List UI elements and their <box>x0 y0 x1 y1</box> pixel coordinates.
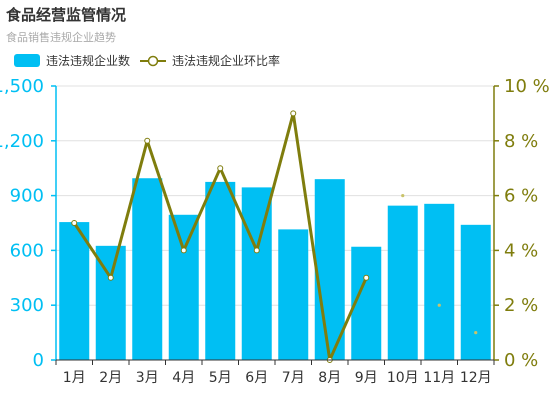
bar <box>278 229 309 360</box>
line-point <box>180 247 187 254</box>
legend-line-label: 违法违规企业环比率 <box>172 53 280 68</box>
bar-series <box>59 178 491 360</box>
bar <box>59 222 90 360</box>
line-point <box>71 220 78 226</box>
right-tick-label: 0 % <box>504 350 538 371</box>
bar <box>314 179 345 360</box>
x-tick-label: 10月 <box>387 370 419 386</box>
x-tick-label: 2月 <box>99 370 122 386</box>
line-point <box>401 194 405 198</box>
chart-subtitle: 食品销售违规企业趋势 <box>6 31 116 44</box>
legend: 违法违规企业数 违法违规企业环比率 <box>14 53 280 68</box>
x-tick-label: 5月 <box>209 370 232 386</box>
line-point <box>253 247 260 254</box>
chart-title: 食品经营监管情况 <box>6 6 127 24</box>
x-tick-label: 3月 <box>136 370 159 386</box>
x-tick-label: 7月 <box>282 370 305 386</box>
line-point <box>474 331 478 335</box>
line-series <box>71 110 478 363</box>
line-point <box>437 303 441 307</box>
right-tick-label: 8 % <box>504 131 538 152</box>
line-point <box>217 165 224 172</box>
line-point <box>144 137 151 144</box>
left-tick-label: 1,200 <box>0 131 44 152</box>
bar <box>168 214 199 360</box>
line-point <box>290 110 297 117</box>
bar <box>387 205 418 360</box>
right-tick-label: 2 % <box>504 295 538 316</box>
x-tick-label: 8月 <box>318 370 341 386</box>
x-tick-label: 9月 <box>355 370 378 386</box>
legend-bar-label: 违法违规企业数 <box>46 53 130 68</box>
bar <box>132 178 163 360</box>
left-tick-label: 900 <box>10 186 44 207</box>
x-tick-label: 1月 <box>63 370 86 386</box>
legend-line-marker <box>147 55 159 67</box>
right-tick-label: 4 % <box>504 240 538 261</box>
left-tick-label: 0 <box>33 350 44 371</box>
right-tick-label: 6 % <box>504 186 538 207</box>
bar <box>205 181 236 360</box>
line-point <box>363 274 370 281</box>
legend-bar-swatch <box>14 54 40 67</box>
right-tick-label: 10 % <box>504 76 550 97</box>
left-tick-label: 600 <box>10 240 44 261</box>
left-tick-label: 300 <box>10 295 44 316</box>
x-tick-label: 6月 <box>245 370 268 386</box>
line-point <box>107 274 114 281</box>
x-tick-label: 4月 <box>172 370 195 386</box>
bar <box>460 224 491 360</box>
left-tick-label: 1,500 <box>0 76 44 97</box>
bar <box>424 203 455 360</box>
x-tick-label: 11月 <box>423 370 455 386</box>
axes: 0 300 600 900 1,200 1,500 0 % 2 % 4 % 6 % 8 % 10 % 1… <box>0 76 550 386</box>
x-tick-label: 12月 <box>460 370 492 386</box>
